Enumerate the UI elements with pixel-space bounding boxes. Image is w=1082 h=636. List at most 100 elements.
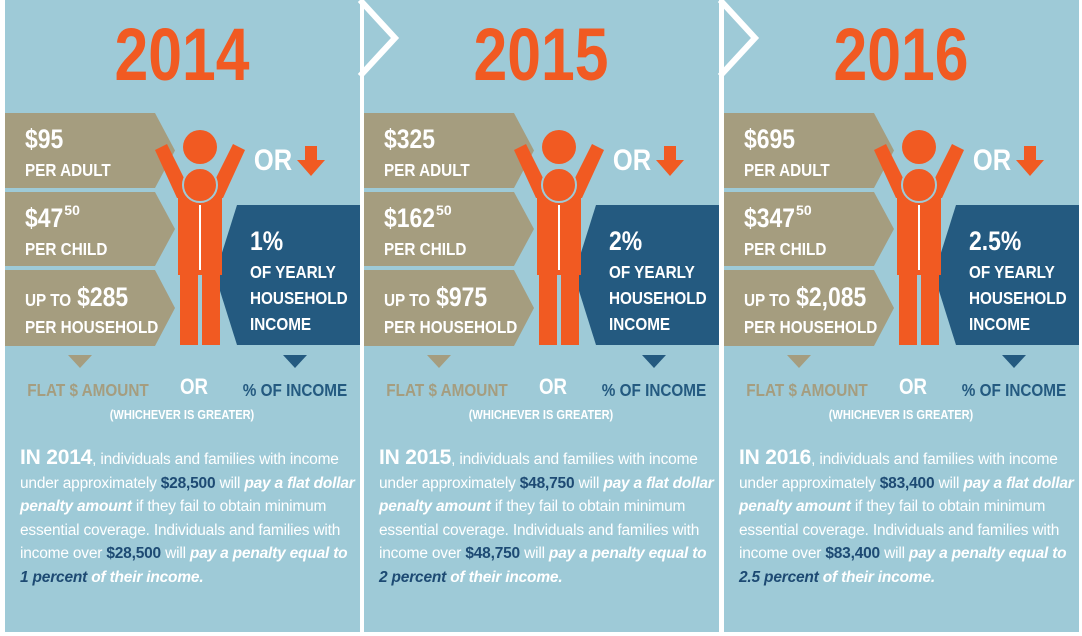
flat-label: FLAT $ AMOUNT xyxy=(27,380,149,400)
text-segment: will xyxy=(879,545,909,562)
note: (WHICHEVER IS GREATER) xyxy=(469,407,613,422)
person-part xyxy=(901,167,937,203)
text-segment: pay a penalty equal to xyxy=(189,545,348,562)
or-top: OR xyxy=(613,143,651,176)
person-part xyxy=(902,130,936,164)
year-panel: 2014 $95 PER ADULT $47 50 PER CHILD UP TO $285 P… xyxy=(5,0,360,632)
adult-amount: $95 xyxy=(25,124,63,154)
panel-graphics: 2014 $95 PER ADULT $47 50 PER CHILD UP TO $285 P… xyxy=(5,14,360,422)
child-label: PER CHILD xyxy=(25,239,107,259)
percent-label: % OF INCOME xyxy=(962,380,1066,400)
year: 2014 xyxy=(115,14,250,96)
person-part xyxy=(921,270,939,345)
adult-amount: $325 xyxy=(384,124,435,154)
text-segment: if they fail to obtain minimum essential… xyxy=(379,498,700,562)
adult-label: PER ADULT xyxy=(25,160,111,180)
income-line: INCOME xyxy=(250,314,311,334)
pointer xyxy=(427,355,451,368)
income-percent: 2.5% xyxy=(969,226,1021,256)
down-arrow xyxy=(1016,146,1044,176)
panel-graphics: 2015 $325 PER ADULT $162 50 PER CHILD UP TO $97… xyxy=(364,14,719,422)
household-label: PER HOUSEHOLD xyxy=(744,317,877,337)
child-amount: $47 xyxy=(25,203,63,233)
year: 2016 xyxy=(834,14,969,96)
household-label: PER HOUSEHOLD xyxy=(384,317,517,337)
pointer xyxy=(283,355,307,368)
amount-arrow xyxy=(364,270,534,346)
down-arrow xyxy=(297,146,325,176)
income-percent: 2% xyxy=(609,226,642,256)
person-icon xyxy=(874,130,964,345)
person-part xyxy=(202,270,220,345)
child-label: PER CHILD xyxy=(384,239,466,259)
income-line: OF YEARLY xyxy=(609,262,695,282)
income-line: OF YEARLY xyxy=(969,262,1055,282)
child-amount: $347 xyxy=(744,203,795,233)
person-part xyxy=(180,270,198,345)
flat-label: FLAT $ AMOUNT xyxy=(746,380,868,400)
income-box xyxy=(574,205,719,345)
text-segment: will xyxy=(934,474,964,492)
person-part xyxy=(542,130,576,164)
person-part xyxy=(539,270,557,345)
child-label: PER CHILD xyxy=(744,239,826,259)
income-line: HOUSEHOLD xyxy=(250,288,348,308)
child-amount: $162 xyxy=(384,203,435,233)
income-line: HOUSEHOLD xyxy=(609,288,707,308)
text-segment: , individuals and families with income u… xyxy=(379,451,698,492)
text-segment: IN 2015 xyxy=(379,446,452,469)
text-segment: $28,500 xyxy=(106,545,161,562)
income-box xyxy=(215,205,360,345)
person-part xyxy=(561,270,579,345)
text-segment: pay a flat dollar penalty amount xyxy=(739,474,1074,516)
pointer xyxy=(787,355,811,368)
text-segment: if they fail to obtain minimum essential… xyxy=(20,498,341,562)
text-segment: pay a penalty equal to xyxy=(908,545,1067,562)
percent-label: % OF INCOME xyxy=(602,380,706,400)
year-panel: 2016 $695 PER ADULT $347 50 PER CHILD UP TO $2,… xyxy=(724,0,1079,632)
description: IN 2014, individuals and families with i… xyxy=(20,446,358,589)
note: (WHICHEVER IS GREATER) xyxy=(110,407,254,422)
person-part xyxy=(183,130,217,164)
text-segment: will xyxy=(215,474,245,492)
text-segment: $48,750 xyxy=(519,474,575,492)
amount-arrow xyxy=(724,192,894,266)
or-top: OR xyxy=(254,143,292,176)
amount-arrow xyxy=(364,113,534,188)
household-amount: $975 xyxy=(436,282,487,312)
income-line: INCOME xyxy=(609,314,670,334)
amount-arrow xyxy=(724,113,894,188)
text-segment: 2 percent xyxy=(379,568,447,586)
text-segment: of their income. xyxy=(87,568,204,586)
adult-label: PER ADULT xyxy=(744,160,830,180)
text-segment: $28,500 xyxy=(160,474,216,492)
person-icon xyxy=(514,130,604,345)
pointer xyxy=(68,355,92,368)
household-amount: $2,085 xyxy=(796,282,866,312)
person-part xyxy=(874,144,964,198)
text-segment: , individuals and families with income u… xyxy=(20,451,339,492)
year: 2015 xyxy=(474,14,609,96)
household-prefix: UP TO xyxy=(25,290,71,310)
text-segment: IN 2014 xyxy=(20,446,93,469)
child-cents: 50 xyxy=(436,202,452,218)
separators xyxy=(357,0,760,79)
text-segment: of their income. xyxy=(446,568,563,586)
text-segment: , individuals and families with income u… xyxy=(739,451,1058,492)
text-segment: if they fail to obtain minimum essential… xyxy=(739,498,1060,562)
text-segment: 1 percent xyxy=(20,568,88,586)
down-arrow xyxy=(656,146,684,176)
text-segment: will xyxy=(519,545,549,562)
income-line: HOUSEHOLD xyxy=(969,288,1067,308)
income-percent: 1% xyxy=(250,226,283,256)
chevron xyxy=(717,0,760,79)
text-segment: pay a flat dollar penalty amount xyxy=(20,474,355,516)
amount-arrow xyxy=(5,113,175,188)
description: IN 2015, individuals and families with i… xyxy=(379,446,717,589)
child-cents: 50 xyxy=(64,202,80,218)
percent-label: % OF INCOME xyxy=(243,380,347,400)
description: IN 2016, individuals and families with i… xyxy=(739,446,1077,589)
amount-arrow xyxy=(5,192,175,266)
text-segment: pay a penalty equal to xyxy=(548,545,707,562)
